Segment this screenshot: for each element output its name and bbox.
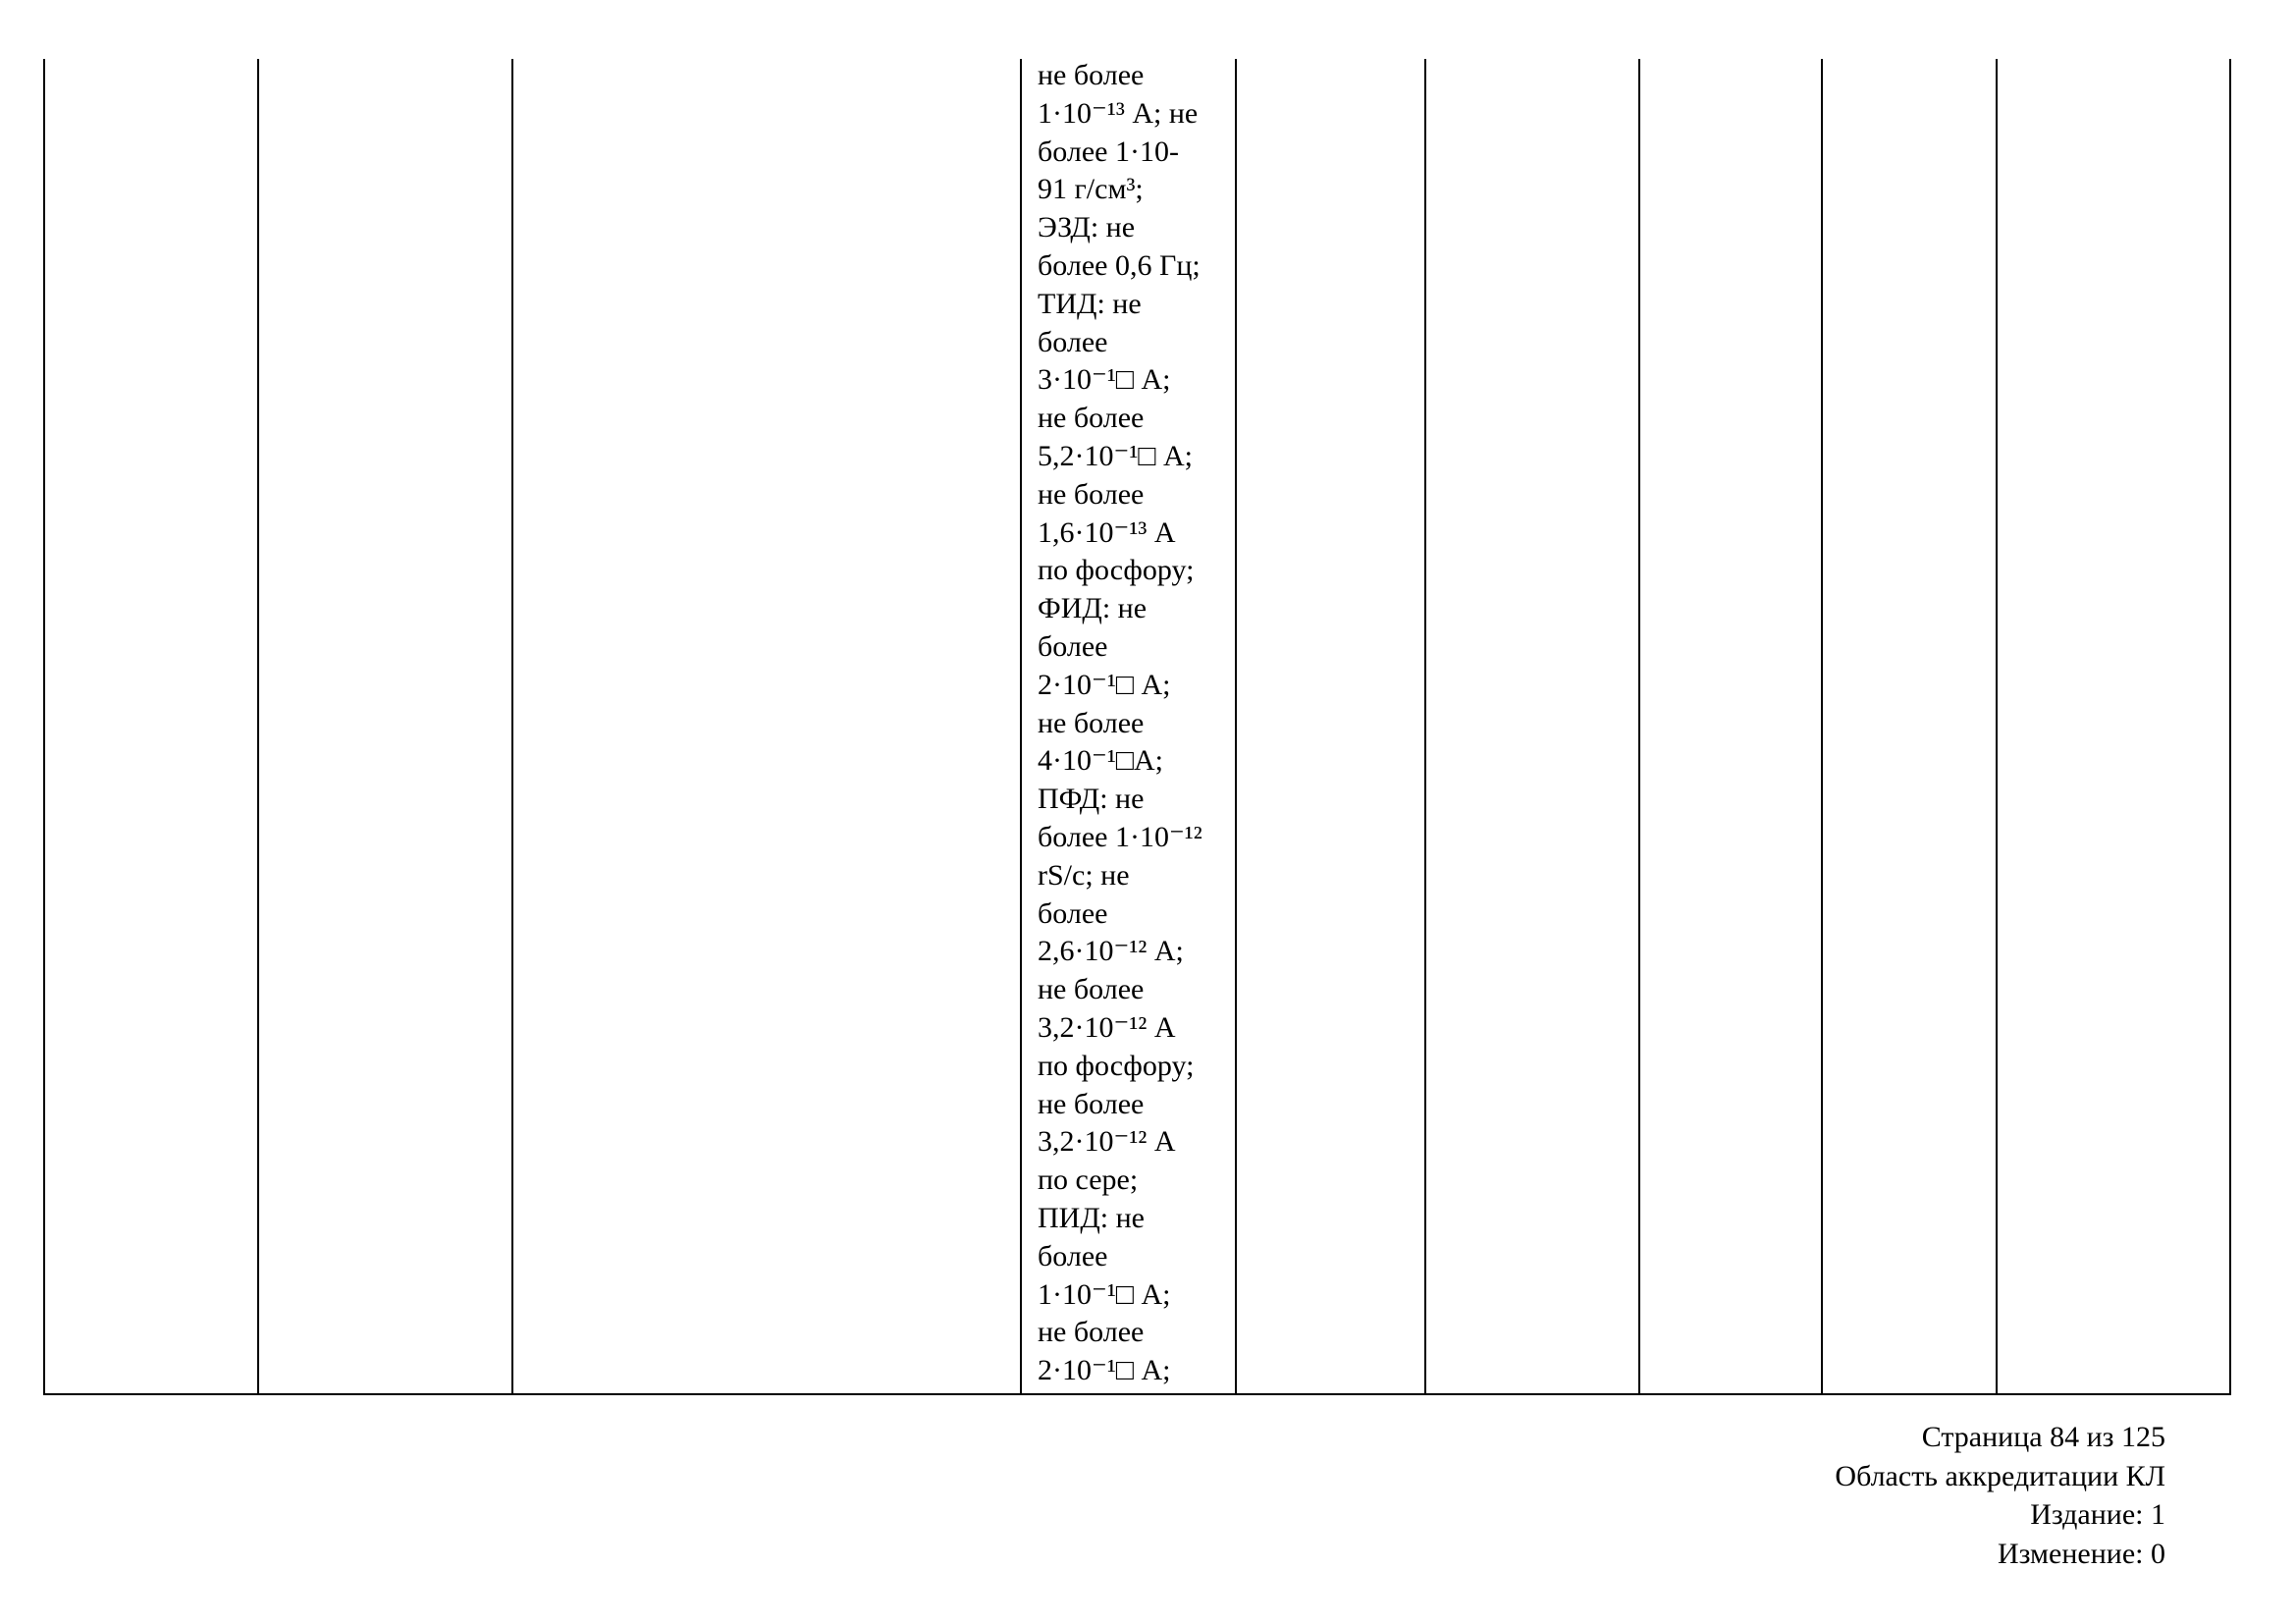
spec-line: ПИД: не (1038, 1201, 1145, 1234)
spec-line: не более (1038, 402, 1145, 435)
column-border (257, 59, 259, 1393)
spec-line: 1,6·10⁻¹³ А (1038, 515, 1176, 549)
column-border (1996, 59, 1998, 1393)
spec-line: 5,2·10⁻¹□ А; (1038, 439, 1193, 472)
spec-line: 3,2·10⁻¹² А (1038, 1125, 1176, 1159)
spec-line: не более (1038, 477, 1145, 511)
spec-line: не более (1038, 1087, 1145, 1120)
spec-line: ПФД: не (1038, 783, 1145, 816)
column-border (511, 59, 513, 1393)
spec-line: ТИД: не (1038, 287, 1142, 320)
spec-line: не более (1038, 706, 1145, 739)
spec-line: rS/c; не (1038, 858, 1130, 892)
spec-line: 91 г/см³; (1038, 173, 1144, 206)
spec-line: по сере; (1038, 1164, 1139, 1197)
column-border (1638, 59, 1640, 1393)
spec-line: 1·10⁻¹□ А; (1038, 1277, 1171, 1311)
column-border (1424, 59, 1426, 1393)
spec-line: более 0,6 Гц; (1038, 248, 1201, 282)
spec-line: по фосфору; (1038, 1049, 1195, 1082)
spec-line: не более (1038, 59, 1145, 91)
spec-line: ЭЗД: не (1038, 211, 1136, 244)
page-number: Страница 84 из 125 (1921, 1421, 2165, 1453)
spec-line: 2·10⁻¹□ А; (1038, 668, 1171, 701)
column-border (43, 59, 45, 1393)
page-footer: Страница 84 из 125 Область аккредитации … (1835, 1418, 2165, 1573)
spec-line: ФИД: не (1038, 592, 1148, 625)
spec-line: 2,6·10⁻¹² А; (1038, 935, 1184, 968)
accreditation-table (43, 59, 2231, 1395)
spec-line: 3,2·10⁻¹² А (1038, 1010, 1176, 1044)
spec-line: по фосфору; (1038, 554, 1195, 587)
spec-line: 3·10⁻¹□ А; (1038, 363, 1171, 397)
spec-line: 4·10⁻¹□А; (1038, 744, 1163, 778)
spec-line: более 1·10- (1038, 135, 1179, 168)
spec-line: 2·10⁻¹□ А; (1038, 1354, 1171, 1387)
spec-line: не более (1038, 973, 1145, 1006)
spec-line: более (1038, 896, 1108, 930)
column-border (1020, 59, 1022, 1393)
column-border (1235, 59, 1237, 1393)
edition: Издание: 1 (2030, 1498, 2165, 1531)
spec-line: 1·10⁻¹³ А; не (1038, 96, 1199, 130)
spec-line: более (1038, 1239, 1108, 1272)
column-border (2229, 59, 2231, 1393)
column-border (1821, 59, 1823, 1393)
specification-cell: не более 1·10⁻¹³ А; не более 1·10- 91 г/см³… (1038, 57, 1234, 1390)
spec-line: не более (1038, 1316, 1145, 1349)
revision: Изменение: 0 (1997, 1537, 2165, 1570)
spec-line: более (1038, 629, 1108, 663)
spec-line: более (1038, 325, 1108, 358)
spec-line: более 1·10⁻¹² (1038, 820, 1202, 853)
document-scope: Область аккредитации КЛ (1835, 1459, 2165, 1492)
